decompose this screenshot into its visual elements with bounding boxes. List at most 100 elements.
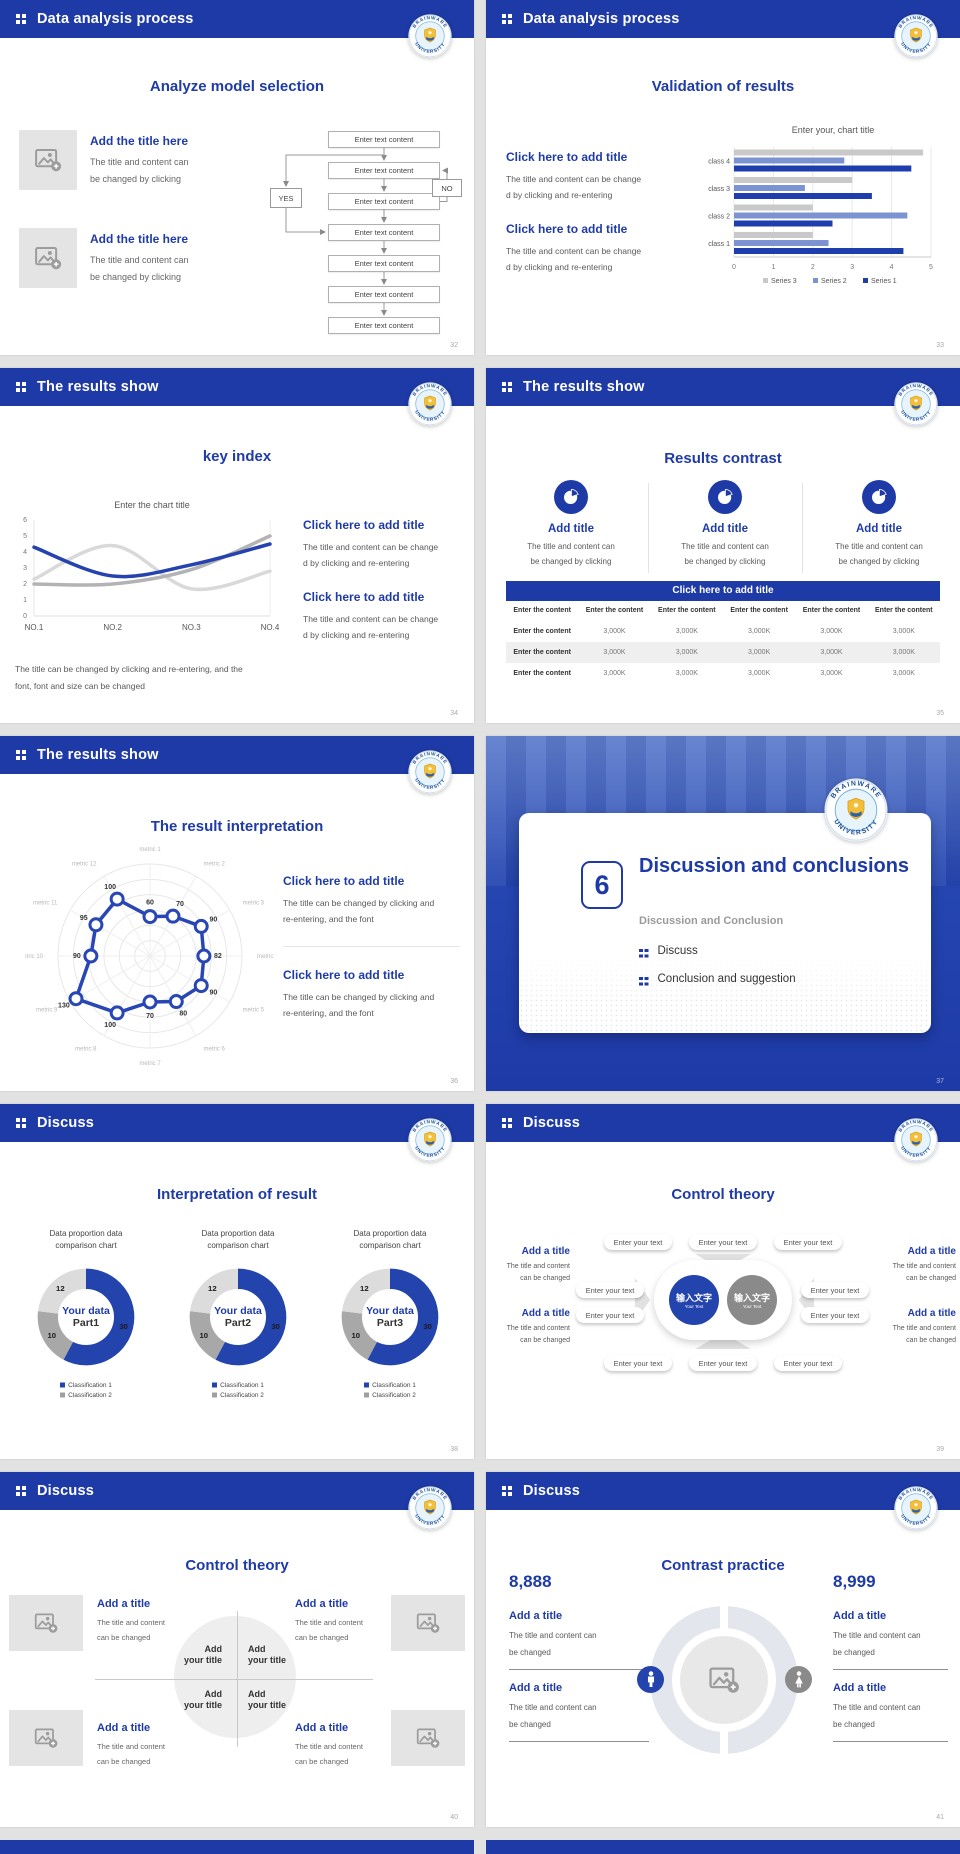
- slide-title: Validation of results: [651, 78, 795, 95]
- donut-group: Data proportion data comparison chart 30…: [9, 1228, 163, 1401]
- slide-36-result-interpretation[interactable]: The results show BRAINWARE UNIVERSITY Th…: [0, 736, 474, 1091]
- donut-chart-svg: 30 10 12: [37, 1268, 135, 1366]
- slide-41-contrast-practice[interactable]: Discuss BRAINWARE UNIVERSITY Contrast pr…: [486, 1472, 960, 1827]
- flowchart-connectors: [283, 148, 448, 316]
- slide-40-control-theory-quadrant[interactable]: Discuss BRAINWARE UNIVERSITY Control the…: [0, 1472, 474, 1827]
- university-logo: BRAINWARE UNIVERSITY: [408, 1486, 452, 1530]
- slide-header-title: Discuss: [523, 1115, 581, 1131]
- slide-39-control-theory-hub[interactable]: Discuss BRAINWARE UNIVERSITY Control the…: [486, 1104, 960, 1459]
- section-dots-icon: [16, 1118, 20, 1122]
- donut-center-bottom: Part1: [72, 1317, 100, 1329]
- page-number: 33: [936, 342, 944, 349]
- item-title: Add the title here: [90, 232, 189, 246]
- text-pill: Enter your text: [801, 1307, 869, 1323]
- item-body-line: d by clicking and re-entering: [303, 558, 410, 568]
- university-logo: BRAINWARE UNIVERSITY: [894, 14, 938, 58]
- slide-header: Discuss: [486, 1472, 960, 1510]
- text-item: Add the title here The title and content…: [90, 134, 250, 188]
- flow-step-box: Enter text content: [328, 131, 440, 148]
- item-title: Add a title: [521, 1308, 570, 1319]
- item-body-line: d by clicking and re-entering: [506, 262, 613, 272]
- male-icon: [637, 1666, 664, 1693]
- image-placeholder: [19, 228, 77, 288]
- feature-column: Add title The title and content can be c…: [496, 480, 646, 569]
- item-body-line: The title and content can: [833, 1631, 921, 1640]
- svg-text:80: 80: [179, 1011, 187, 1018]
- table-header-cell: Enter the content: [513, 607, 571, 614]
- item-title: Click here to add title: [303, 590, 425, 604]
- svg-text:metric 5: metric 5: [243, 1008, 265, 1014]
- item-body-line: The title can be changed by clicking and: [283, 992, 435, 1002]
- item-body-line: The title and content can: [509, 1631, 597, 1640]
- item-body-line: The title and content: [97, 1618, 165, 1627]
- slide-title: The result interpretation: [150, 818, 324, 835]
- svg-text:4: 4: [890, 264, 894, 271]
- slide-header: Discuss: [0, 1104, 474, 1142]
- item-body-line: re-entering, and the font: [283, 914, 374, 924]
- item-body-line: be changed: [509, 1648, 551, 1657]
- svg-text:90: 90: [209, 990, 217, 997]
- slide-header: Data analysis process: [0, 0, 474, 38]
- item-body-line: The title and content: [97, 1742, 165, 1751]
- table-cell: Enter the content: [513, 649, 571, 656]
- page-number: 35: [936, 710, 944, 717]
- slide-35-results-contrast[interactable]: The results show BRAINWARE UNIVERSITY Re…: [486, 368, 960, 723]
- svg-text:90: 90: [73, 953, 81, 960]
- item-title: Add a title: [509, 1610, 563, 1622]
- text-item: Click here to add title The title and co…: [506, 222, 721, 275]
- svg-text:12: 12: [208, 1284, 217, 1293]
- stat-value: 8,888: [509, 1572, 552, 1591]
- donut-caption-line: Data proportion data: [49, 1229, 123, 1238]
- item-body-line: The title can be changed by clicking and: [283, 898, 435, 908]
- slide-32-analyze-model-selection[interactable]: Data analysis process BRAINWARE UNIVERSI…: [0, 0, 474, 355]
- legend-label: Classification 1: [68, 1382, 112, 1389]
- svg-text:5: 5: [23, 533, 27, 540]
- text-pill: Enter your text: [576, 1282, 644, 1298]
- text-item: Click here to add title The title can be…: [283, 874, 463, 927]
- svg-text:130: 130: [58, 1003, 70, 1010]
- footnote-line: font, font and size can be changed: [15, 681, 145, 691]
- next-row-slide-peek[interactable]: [0, 1840, 474, 1854]
- section-bullet: Conclusion and suggestion: [639, 973, 796, 985]
- text-item: Click here to add title The title and co…: [303, 518, 468, 571]
- svg-text:metric 11: metric 11: [33, 901, 58, 907]
- slide-33-validation-of-results[interactable]: Data analysis process BRAINWARE UNIVERSI…: [486, 0, 960, 355]
- divider: [283, 946, 460, 947]
- table-cell: 3,000K: [892, 670, 915, 677]
- next-row-slide-peek[interactable]: [486, 1840, 960, 1854]
- slide-34-key-index[interactable]: The results show BRAINWARE UNIVERSITY ke…: [0, 368, 474, 723]
- slide-header-title: Discuss: [37, 1483, 95, 1499]
- svg-text:NO.3: NO.3: [182, 623, 201, 632]
- flow-step-box: Enter text content: [328, 162, 440, 179]
- column-title: Add title: [702, 523, 748, 535]
- slide-header: Data analysis process: [486, 0, 960, 38]
- slide-38-interpretation-of-result[interactable]: Discuss BRAINWARE UNIVERSITY Interpretat…: [0, 1104, 474, 1459]
- item-body-line: The title and content: [295, 1618, 363, 1627]
- university-logo: BRAINWARE UNIVERSITY: [894, 1118, 938, 1162]
- donut-caption-line: Data proportion data: [353, 1229, 427, 1238]
- item-body-line: The title and content: [506, 1263, 570, 1270]
- hub-circle-subtext: Your Text: [684, 1304, 704, 1309]
- slide-37-section-discussion[interactable]: 6 Discussion and conclusions Discussion …: [486, 736, 960, 1091]
- quadrant-label: Add your title: [248, 1689, 287, 1710]
- svg-text:10: 10: [47, 1331, 56, 1340]
- table-cell: Enter the content: [513, 670, 571, 677]
- svg-text:6: 6: [23, 517, 27, 524]
- svg-text:Series 1: Series 1: [871, 278, 897, 285]
- donut-group: Data proportion data comparison chart 30…: [161, 1228, 315, 1401]
- item-title: Click here to add title: [506, 222, 628, 236]
- column-body-line: be changed by clicking: [838, 557, 920, 566]
- slide-title: key index: [202, 448, 272, 465]
- table-cell: 3,000K: [892, 649, 915, 656]
- svg-text:70: 70: [176, 901, 184, 908]
- svg-text:12: 12: [360, 1284, 369, 1293]
- svg-text:5: 5: [929, 264, 933, 271]
- svg-text:metric 4: metric 4: [257, 954, 275, 960]
- item-body-line: be changed by clicking: [90, 272, 182, 282]
- svg-text:class 4: class 4: [708, 158, 730, 165]
- svg-text:class 2: class 2: [708, 213, 730, 220]
- stat-column-right: 8,999 Add a title The title and content …: [833, 1572, 958, 1742]
- bullet-dots-icon: [639, 948, 643, 952]
- svg-text:metric 2: metric 2: [204, 861, 226, 867]
- svg-text:metric 7: metric 7: [139, 1061, 161, 1067]
